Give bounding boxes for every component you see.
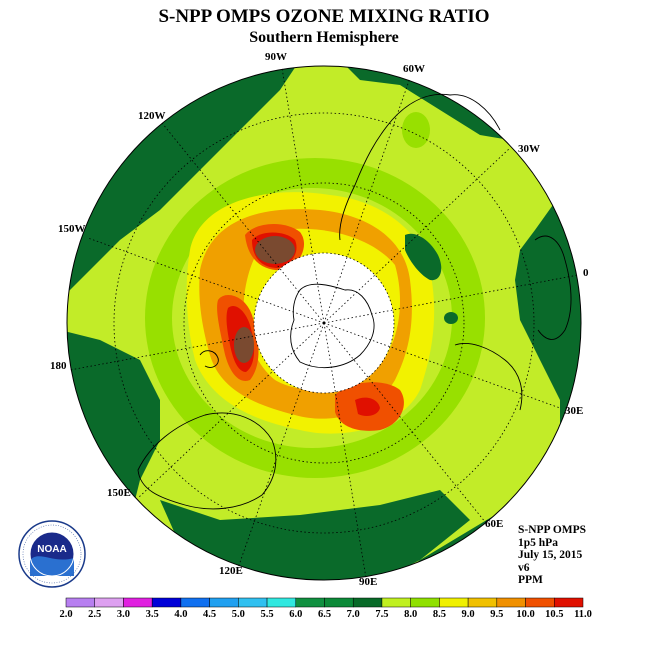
colorbar-box	[439, 597, 469, 608]
lon-label-30e: 30E	[565, 405, 584, 417]
south-pole-marker	[322, 321, 326, 325]
colorbar-box	[123, 597, 153, 608]
colorbar-box	[295, 597, 325, 608]
colorbar-boxes	[65, 597, 584, 608]
page-title: S-NPP OMPS OZONE MIXING RATIO	[158, 6, 490, 27]
lon-label-150e: 150E	[107, 487, 131, 499]
africa-coast	[534, 235, 572, 340]
lon-label-120e: 120E	[219, 565, 243, 577]
colorbar-box	[266, 597, 297, 608]
colorbar-tick-label: 11.0	[574, 609, 592, 620]
colorbar-box	[209, 597, 239, 608]
colorbar-tick-label: 10.0	[516, 609, 534, 620]
colorbar-tick-label: 6.5	[318, 609, 331, 620]
page-subtitle: Southern Hemisphere	[249, 29, 399, 46]
lon-label-60e: 60E	[485, 518, 504, 530]
colorbar-tick-label: 4.0	[174, 609, 187, 620]
lon-label-30w: 30W	[518, 143, 540, 155]
graticule	[69, 67, 579, 579]
dark-green-blob-east	[405, 233, 442, 281]
colorbar-tick-label: 2.0	[59, 609, 72, 620]
colorbar-tick-label: 8.5	[433, 609, 446, 620]
brown-max-west	[234, 327, 254, 363]
australia-coast	[137, 412, 277, 510]
antarctica-coast	[290, 283, 375, 368]
lon-label-120w: 120W	[138, 110, 166, 122]
lon-label-0: 0	[583, 267, 589, 279]
colorbar-box	[324, 597, 354, 608]
lon-label-180: 180	[50, 360, 67, 372]
colorbar-box	[554, 597, 584, 608]
colorbar-tick-label: 6.0	[289, 609, 302, 620]
lon-label-150w: 150W	[58, 223, 86, 235]
colorbar-box	[94, 597, 124, 608]
dark-green-northeast	[340, 66, 510, 140]
brown-max-northwest	[255, 236, 295, 264]
colorbar-box	[151, 597, 182, 608]
colorbar-tick-label: 5.0	[232, 609, 245, 620]
red-patch-southeast	[355, 397, 380, 416]
info-version: v6	[518, 561, 530, 574]
info-units: PPM	[518, 574, 543, 586]
colorbar-box	[65, 597, 95, 608]
lon-label-60w: 60W	[403, 63, 425, 75]
colorbar-box	[496, 597, 526, 608]
colorbar-box	[352, 597, 383, 608]
coastlines	[137, 93, 572, 510]
south-america-coast	[339, 93, 501, 241]
colorbar-tick-label: 9.5	[490, 609, 503, 620]
colorbar-box	[381, 597, 411, 608]
colorbar-tick-label: 7.0	[347, 609, 360, 620]
new-zealand-coast	[199, 350, 219, 368]
info-date: July 15, 2015	[518, 549, 583, 561]
colorbar-tick-label: 7.5	[375, 609, 388, 620]
colorbar-box	[180, 597, 210, 608]
info-instrument: S-NPP OMPS	[518, 524, 587, 536]
colorbar-tick-labels: 2.0 2.5 3.0 3.5 4.0 4.5 5.0 5.5 6.0 6.5 7.0 7.5 8.0 8…	[59, 609, 591, 620]
colorbar-tick-label: 3.0	[117, 609, 130, 620]
colorbar-tick-label: 8.0	[404, 609, 417, 620]
green-blob-northeast	[402, 112, 430, 148]
colorbar-box	[467, 597, 498, 608]
indian-coast	[454, 343, 523, 411]
lon-label-90w: 90W	[265, 51, 287, 63]
colorbar-box	[525, 597, 555, 608]
colorbar-tick-label: 5.5	[260, 609, 273, 620]
colorbar-tick-label: 4.5	[203, 609, 216, 620]
colorbar-box	[238, 597, 268, 608]
colorbar-tick-label: 10.5	[545, 609, 563, 620]
colorbar-tick-label: 2.5	[88, 609, 101, 620]
colorbar-tick-label: 9.0	[462, 609, 475, 620]
colorbar-box	[410, 597, 440, 608]
info-level: 1p5 hPa	[518, 536, 558, 549]
noaa-logo: NOAA	[18, 520, 86, 588]
map-border	[66, 65, 582, 581]
info-box: S-NPP OMPS 1p5 hPa July 15, 2015 v6 PPM	[518, 524, 586, 587]
colorbar-tick-label: 3.5	[146, 609, 159, 620]
dark-green-blob-small	[444, 312, 458, 324]
lon-label-90e: 90E	[359, 576, 378, 588]
noaa-logo-text: NOAA	[37, 544, 66, 555]
